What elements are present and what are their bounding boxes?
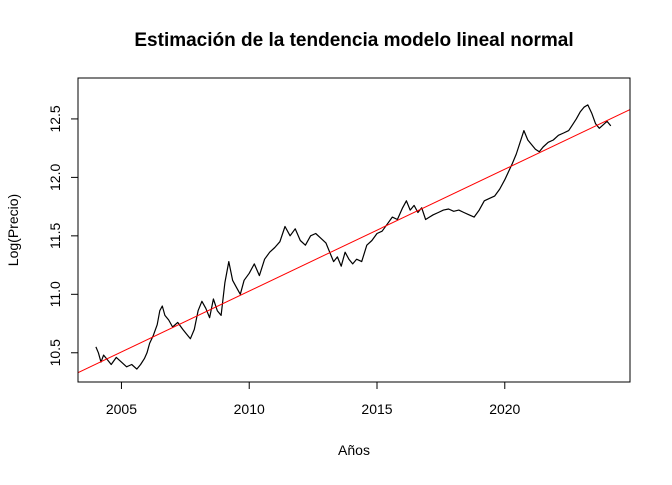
trend-line <box>78 109 630 374</box>
x-tick-label: 2020 <box>489 401 520 417</box>
y-tick-label: 12.0 <box>47 164 63 191</box>
x-axis: 2005 2010 2015 2020 <box>106 382 521 417</box>
x-tick-label: 2005 <box>106 401 137 417</box>
y-tick-label: 11.0 <box>47 281 63 307</box>
y-axis-label: Log(Precio) <box>5 194 21 266</box>
x-axis-label: Años <box>338 442 370 458</box>
y-tick-label: 12.5 <box>47 105 63 132</box>
plot-area <box>78 104 630 374</box>
price-series-line <box>95 104 612 370</box>
y-tick-label: 11.5 <box>47 223 63 249</box>
y-axis: 10.5 11.0 11.5 12.0 12.5 <box>47 105 78 366</box>
y-tick-label: 10.5 <box>47 339 63 366</box>
plot-frame <box>77 77 631 383</box>
chart-title: Estimación de la tendencia modelo lineal… <box>134 30 573 51</box>
x-tick-label: 2010 <box>234 401 265 417</box>
x-tick-label: 2015 <box>361 401 392 417</box>
